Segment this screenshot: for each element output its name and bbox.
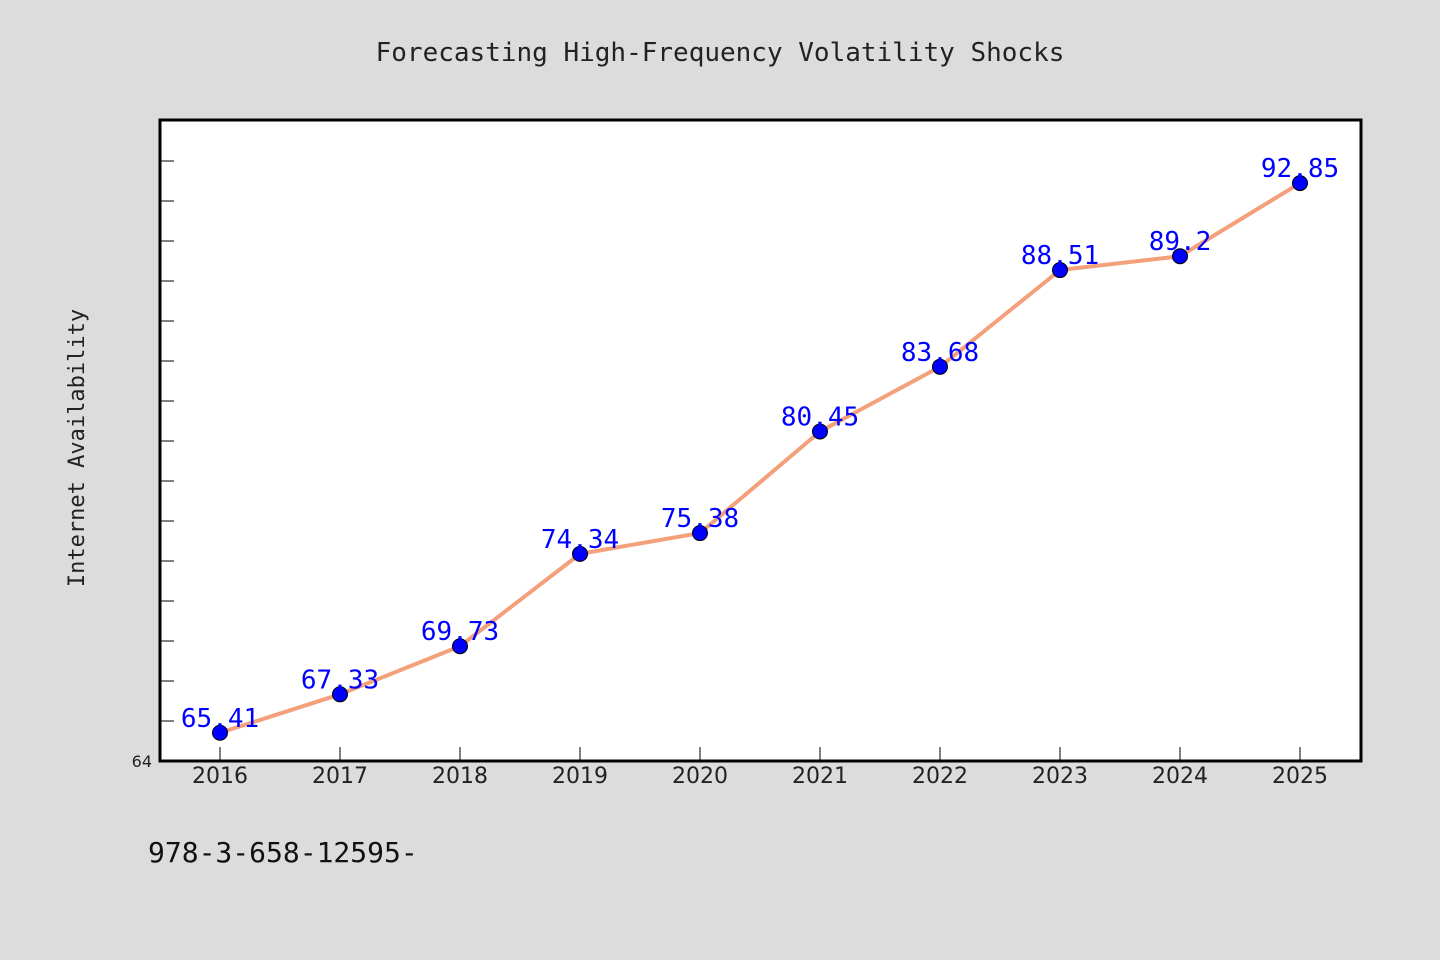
data-point [932,358,948,375]
data-point [1172,248,1188,265]
data-label: 88.51 [1021,241,1099,271]
data-label: 67.33 [301,665,379,695]
data-point [692,525,708,542]
data-point [812,423,828,440]
data-label: 89.2 [1149,227,1212,257]
x-tick-label: 2020 [672,764,728,789]
data-point [332,686,348,703]
data-point [1292,175,1308,192]
x-tick-label: 2022 [912,764,968,789]
x-tick-label: 2024 [1152,764,1208,789]
data-label: 74.34 [541,525,619,555]
data-label: 92.85 [1261,154,1339,184]
y-axis-ticks [160,160,174,762]
x-axis-ticks [219,747,1301,761]
footer-text: 978-3-658-12595- [148,836,418,869]
data-point [1052,262,1068,279]
data-label: 80.45 [781,402,859,432]
x-tick-label: 2017 [312,764,368,789]
x-tick-label: 2025 [1272,764,1328,789]
data-markers [212,175,1308,741]
data-label: 83.68 [901,338,979,368]
x-tick-label: 2021 [792,764,848,789]
y-tick-label: 64 [132,752,152,771]
plot-area [158,118,1363,763]
x-tick-label: 2016 [192,764,248,789]
data-label: 65.41 [181,704,259,734]
chart-title: Forecasting High-Frequency Volatility Sh… [376,38,1065,68]
data-point [212,724,228,741]
data-label: 75.38 [661,504,739,534]
series-line [219,181,1302,735]
x-tick-label: 2023 [1032,764,1088,789]
data-point [572,545,588,562]
data-label: 69.73 [421,617,499,647]
data-point [452,638,468,655]
x-tick-labels: 2016 2017 2018 2019 2020 2021 2022 2023 2024 2025 [192,764,1328,789]
x-tick-label: 2018 [432,764,488,789]
y-axis-label: Internet Availability [65,309,90,587]
data-labels: 65.41 67.33 69.73 74.34 75.38 80.45 83.68 88.51… [181,154,1339,734]
x-tick-label: 2019 [552,764,608,789]
